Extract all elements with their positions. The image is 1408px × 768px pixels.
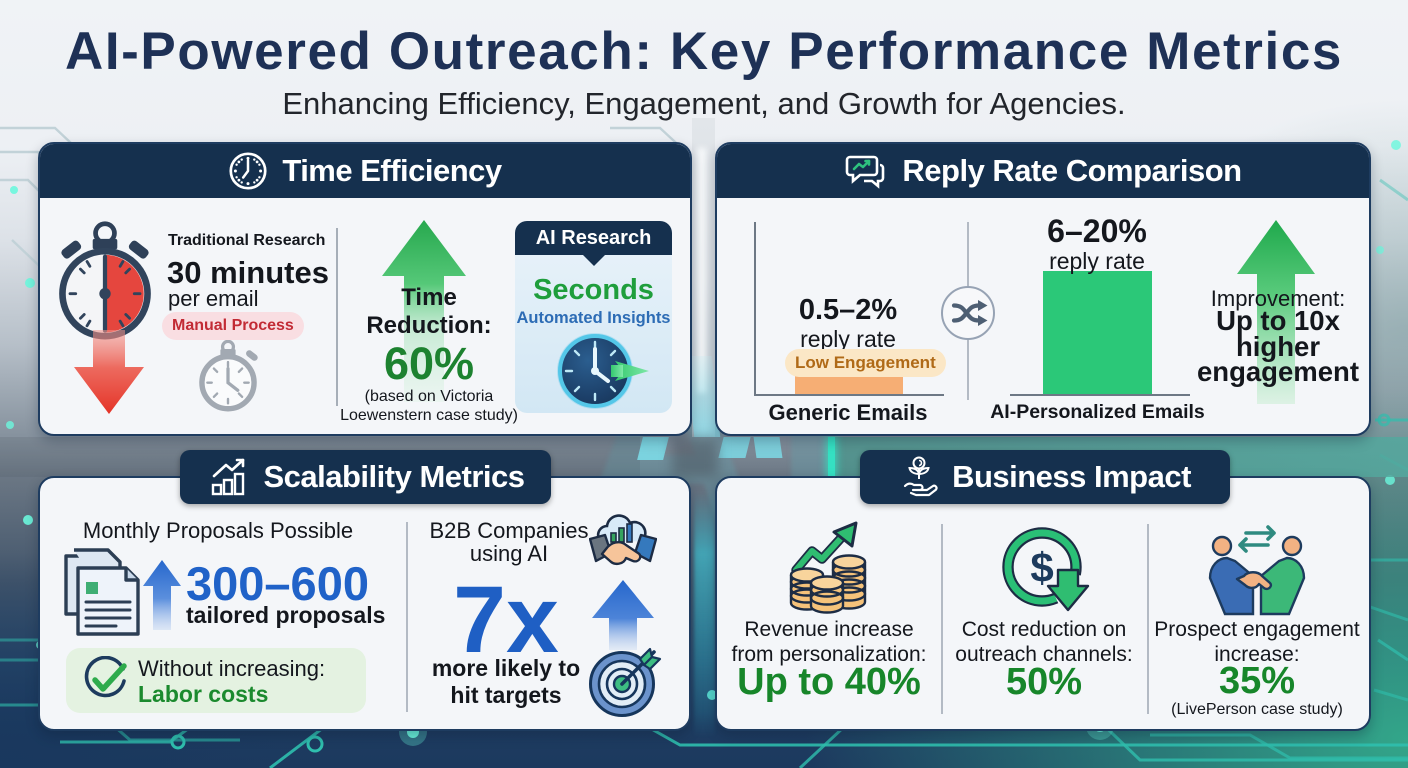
svg-text:$: $ bbox=[1030, 544, 1053, 591]
